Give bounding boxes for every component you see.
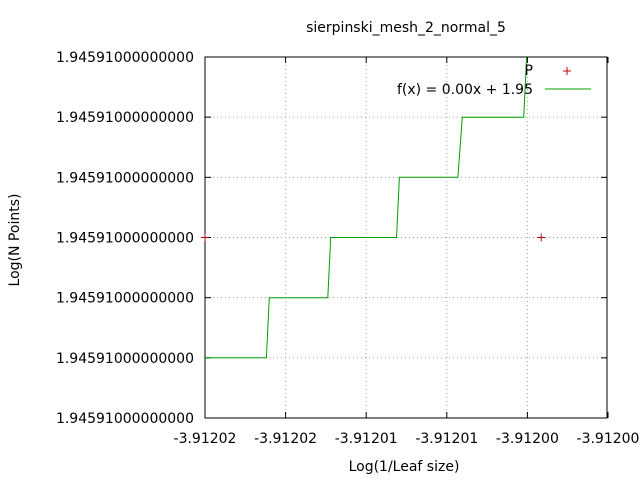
legend-label-p: P	[525, 63, 533, 79]
fit-line	[205, 56, 528, 359]
series-layer	[201, 56, 546, 359]
x-tick-label: -3.91201	[415, 431, 478, 447]
data-point-p	[537, 233, 546, 242]
x-tick-label: -3.91201	[335, 431, 398, 447]
y-tick-label: 1.94591000000000	[56, 411, 194, 427]
x-axis-label: Log(1/Leaf size)	[349, 459, 460, 475]
x-tick-label: -3.91202	[174, 431, 237, 447]
x-axis-ticks: -3.91202 -3.91202 -3.91201 -3.91201 -3.91200…	[174, 57, 640, 447]
legend-label-fit: f(x) = 0.00x + 1.95	[397, 82, 533, 98]
x-tick-label: -3.91202	[254, 431, 317, 447]
y-tick-label: 1.94591000000000	[56, 170, 194, 186]
data-point-p	[201, 233, 209, 242]
x-tick-label: -3.91200	[496, 431, 559, 447]
x-tick-label: -3.91200	[577, 431, 640, 447]
y-axis-ticks: 1.94591000000000 1.94591000000000 1.945910…	[56, 50, 607, 427]
y-tick-label: 1.94591000000000	[56, 291, 194, 307]
y-tick-label: 1.94591000000000	[56, 110, 194, 126]
chart-title: sierpinski_mesh_2_normal_5	[306, 20, 506, 36]
legend-marker-p	[563, 67, 571, 75]
grid-lines	[205, 57, 607, 418]
y-tick-label: 1.94591000000000	[56, 231, 194, 247]
y-axis-label: Log(N Points)	[7, 194, 23, 287]
legend: P f(x) = 0.00x + 1.95	[397, 63, 591, 98]
y-tick-label: 1.94591000000000	[56, 50, 194, 66]
y-tick-label: 1.94591000000000	[56, 351, 194, 367]
